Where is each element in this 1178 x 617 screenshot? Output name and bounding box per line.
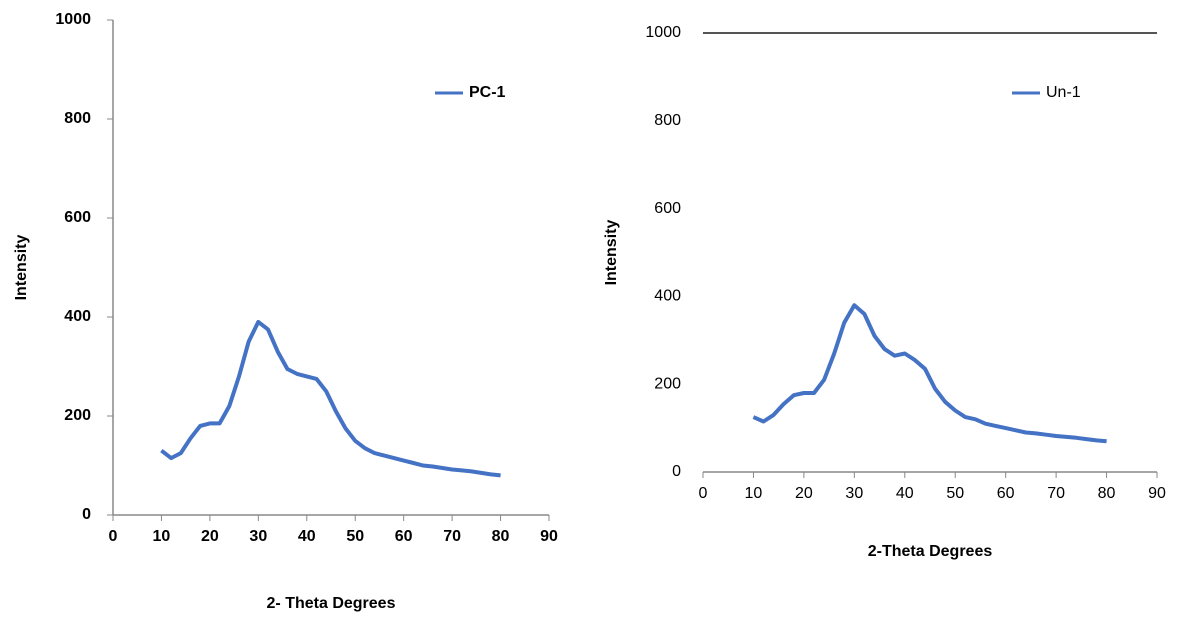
x-tick-label: 60 [997, 485, 1015, 502]
x-axis-label: 2- Theta Degrees [267, 595, 396, 612]
x-tick-label: 50 [946, 485, 964, 502]
x-tick-label: 20 [795, 485, 813, 502]
y-tick-label: 200 [654, 375, 681, 392]
chart: 0 10 20 30 40 50 60 70 80 90 0 200 400 600 800 1000 2- T… [13, 11, 558, 612]
x-tick-label: 80 [492, 528, 510, 545]
x-tick-label: 70 [443, 528, 461, 545]
y-tick-label: 800 [654, 112, 681, 129]
x-tick-label: 30 [249, 528, 267, 545]
y-tick-label: 600 [64, 209, 91, 226]
y-axis-label: Intensity [13, 235, 30, 301]
chart: 0 10 20 30 40 50 60 70 80 90 0 200 400 600 800 1000 2-Th… [603, 24, 1166, 560]
y-tick-label: 400 [654, 288, 681, 305]
x-tick-label: 40 [298, 528, 316, 545]
y-tick-label: 0 [672, 463, 681, 480]
x-tick-label: 90 [1148, 485, 1166, 502]
x-tick-label: 80 [1098, 485, 1116, 502]
x-tick-label: 90 [540, 528, 558, 545]
legend-label: Un-1 [1046, 84, 1081, 101]
x-tick-label: 0 [109, 528, 118, 545]
x-tick-label: 60 [395, 528, 413, 545]
y-tick-label: 0 [82, 506, 91, 523]
x-tick-label: 30 [845, 485, 863, 502]
x-axis-label: 2-Theta Degrees [868, 543, 993, 560]
x-tick-label: 0 [699, 485, 708, 502]
y-tick-label: 200 [64, 407, 91, 424]
y-tick-label: 1000 [645, 24, 681, 41]
x-tick-label: 40 [896, 485, 914, 502]
x-tick-label: 70 [1047, 485, 1065, 502]
x-tick-label: 50 [346, 528, 364, 545]
data-line [160, 319, 501, 478]
y-tick-label: 400 [64, 308, 91, 325]
x-tick-label: 10 [745, 485, 763, 502]
y-axis-label: Intensity [603, 220, 620, 286]
y-tick-label: 800 [64, 110, 91, 127]
legend-label: PC-1 [469, 84, 506, 101]
y-tick-label: 600 [654, 200, 681, 217]
y-tick-label: 1000 [55, 11, 91, 28]
x-tick-label: 10 [153, 528, 171, 545]
data-line [752, 303, 1107, 444]
x-tick-label: 20 [201, 528, 219, 545]
